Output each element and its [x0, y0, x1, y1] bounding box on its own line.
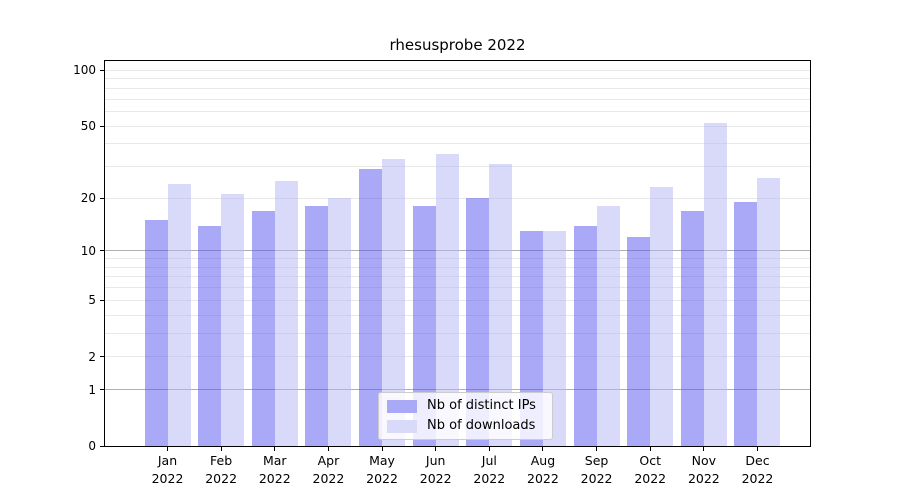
- y-tick-label-100: 100: [73, 63, 96, 78]
- bar-nb-of-downloads-mar-2022: [274, 180, 298, 446]
- bar-nb-of-downloads-apr-2022: [328, 198, 352, 446]
- legend-row-nb-of-distinct-ips: Nb of distinct IPs: [387, 399, 536, 413]
- gridline-40: [105, 143, 810, 145]
- bar-nb-of-distinct-ips-jun-2022: [412, 206, 436, 446]
- gridline-60: [105, 110, 810, 112]
- x-tick-label-nov-2022: Nov 2022: [687, 453, 720, 486]
- y-tick-mark-0: [100, 445, 105, 447]
- bar-nb-of-distinct-ips-nov-2022: [680, 210, 704, 446]
- x-tick-label-aug-2022: Aug 2022: [527, 453, 559, 486]
- gridline-70: [105, 98, 810, 100]
- x-tick-mark-jun-2022: [435, 446, 437, 451]
- bar-nb-of-distinct-ips-sep-2022: [573, 225, 597, 446]
- x-tick-label-dec-2022: Dec 2022: [741, 453, 774, 486]
- x-tick-mark-aug-2022: [542, 446, 544, 451]
- x-tick-label-mar-2022: Mar 2022: [258, 453, 291, 486]
- bar-nb-of-distinct-ips-oct-2022: [627, 237, 651, 446]
- gridline-50: [105, 125, 810, 127]
- bar-nb-of-downloads-sep-2022: [596, 206, 620, 446]
- y-tick-label-10: 10: [80, 243, 96, 258]
- x-tick-mark-sep-2022: [596, 446, 598, 451]
- x-tick-label-oct-2022: Oct 2022: [634, 453, 667, 486]
- x-tick-mark-jan-2022: [167, 446, 168, 451]
- x-tick-mark-feb-2022: [220, 446, 222, 451]
- bars-layer: [105, 61, 810, 446]
- y-tick-label-20: 20: [80, 191, 96, 206]
- bar-nb-of-downloads-feb-2022: [221, 194, 245, 446]
- x-tick-mark-apr-2022: [327, 446, 329, 451]
- x-tick-mark-nov-2022: [703, 446, 705, 451]
- bar-nb-of-downloads-oct-2022: [650, 187, 674, 446]
- bar-nb-of-distinct-ips-apr-2022: [305, 206, 329, 446]
- x-tick-mark-oct-2022: [649, 446, 651, 451]
- bar-nb-of-downloads-jun-2022: [435, 154, 459, 446]
- gridline-80: [105, 87, 810, 89]
- bar-nb-of-distinct-ips-jul-2022: [466, 198, 490, 446]
- x-tick-label-jun-2022: Jun 2022: [419, 453, 452, 486]
- y-tick-mark-50: [100, 125, 105, 127]
- x-tick-label-feb-2022: Feb 2022: [205, 453, 238, 486]
- bar-nb-of-distinct-ips-feb-2022: [198, 225, 222, 446]
- bar-nb-of-downloads-nov-2022: [703, 122, 727, 446]
- bar-nb-of-downloads-may-2022: [382, 159, 406, 446]
- y-tick-mark-100: [100, 69, 105, 71]
- x-tick-mark-jul-2022: [488, 446, 490, 451]
- chart-title: rhesusprobe 2022: [389, 36, 526, 54]
- bar-nb-of-downloads-jul-2022: [489, 163, 513, 446]
- x-tick-mark-dec-2022: [756, 446, 758, 451]
- y-tick-label-0: 0: [88, 439, 96, 453]
- bar-nb-of-distinct-ips-jan-2022: [144, 220, 168, 446]
- x-tick-label-jan-2022: Jan 2022: [151, 453, 184, 486]
- y-tick-mark-10: [100, 250, 105, 252]
- y-tick-mark-5: [100, 299, 105, 301]
- x-tick-mark-may-2022: [381, 446, 383, 451]
- legend-swatch-icon-nb-of-distinct-ips: [387, 399, 417, 413]
- y-tick-label-1: 1: [88, 382, 96, 397]
- bar-nb-of-downloads-dec-2022: [757, 177, 781, 446]
- y-tick-mark-2: [100, 356, 105, 358]
- y-tick-label-2: 2: [88, 349, 96, 364]
- x-tick-label-apr-2022: Apr 2022: [312, 453, 345, 486]
- bar-nb-of-distinct-ips-dec-2022: [734, 202, 758, 446]
- x-tick-mark-mar-2022: [274, 446, 276, 451]
- ticks-layer: 100 50 20 10 5 2 1 0 Jan 2022 Feb 2022 Mar 2022 Apr 202…: [73, 61, 810, 486]
- legend-swatch-icon-nb-of-downloads: [387, 419, 417, 433]
- gridline-90: [105, 78, 810, 80]
- bar-nb-of-downloads-jan-2022: [167, 184, 191, 446]
- y-tick-mark-1: [100, 389, 105, 391]
- y-tick-label-50: 50: [80, 119, 96, 133]
- bar-nb-of-distinct-ips-may-2022: [359, 169, 383, 446]
- x-tick-label-may-2022: May 2022: [366, 453, 398, 486]
- x-tick-label-jul-2022: Jul 2022: [473, 453, 506, 486]
- plot-area: 100 50 20 10 5 2 1 0 Jan 2022 Feb 2022 Mar 2022 Apr 202…: [73, 60, 811, 486]
- legend-label-nb-of-distinct-ips: Nb of distinct IPs: [427, 398, 536, 413]
- gridline-100: [105, 69, 810, 71]
- y-tick-label-5: 5: [88, 293, 96, 308]
- legend: Nb of distinct IPs Nb of downloads: [378, 392, 553, 440]
- legend-label-nb-of-downloads: Nb of downloads: [427, 418, 536, 433]
- bar-nb-of-distinct-ips-mar-2022: [251, 210, 275, 446]
- x-tick-label-sep-2022: Sep 2022: [580, 453, 613, 486]
- legend-row-nb-of-downloads: Nb of downloads: [387, 419, 536, 433]
- y-tick-mark-20: [100, 197, 105, 199]
